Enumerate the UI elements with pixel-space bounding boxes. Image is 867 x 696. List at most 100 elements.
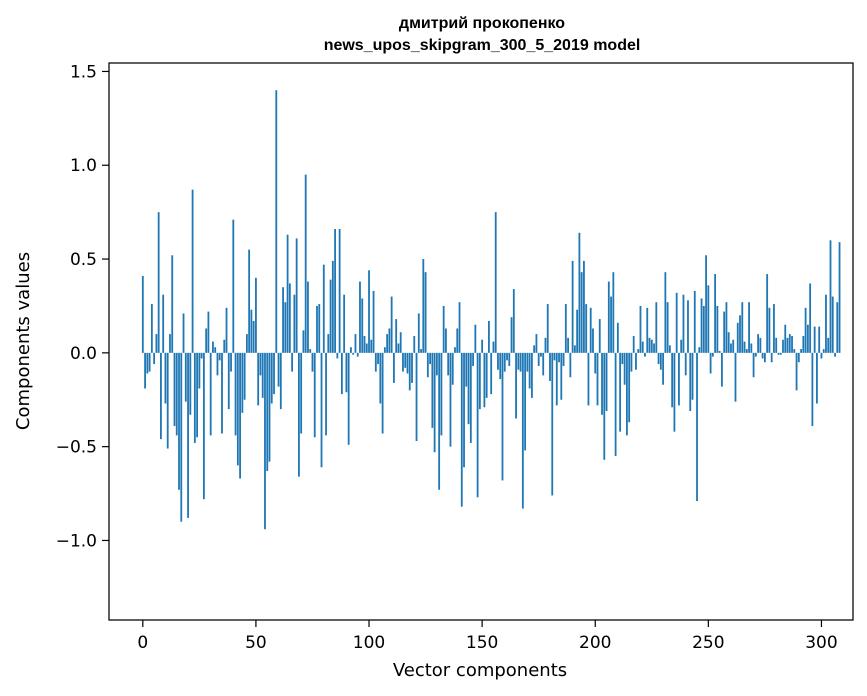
bar-component-236 <box>675 292 678 353</box>
bar-component-181 <box>551 352 554 496</box>
bar-component-260 <box>730 343 732 353</box>
bar-component-142 <box>463 352 465 468</box>
bar-component-41 <box>234 352 237 436</box>
bar-component-80 <box>322 264 325 353</box>
bar-component-228 <box>657 352 660 365</box>
bar-component-17 <box>180 352 183 522</box>
bar-component-140 <box>458 302 461 353</box>
chart-title: дмитрий прокопенко news_upos_skipgram_30… <box>324 15 641 54</box>
bar-component-158 <box>499 352 502 380</box>
bar-component-39 <box>230 352 232 372</box>
bar-component-93 <box>352 352 355 355</box>
bar-component-11 <box>166 352 169 449</box>
bar-component-127 <box>429 352 432 365</box>
bar-component-86 <box>336 352 339 359</box>
bar-component-179 <box>546 304 549 353</box>
bar-component-296 <box>811 352 814 427</box>
bar-component-211 <box>619 352 622 432</box>
bar-component-167 <box>519 352 522 372</box>
bar-component-174 <box>535 334 538 353</box>
bar-component-295 <box>809 283 812 353</box>
bar-component-191 <box>573 345 576 353</box>
bar-component-44 <box>241 352 244 413</box>
bar-component-161 <box>506 352 508 361</box>
bar-component-50 <box>255 277 257 353</box>
y-tick-label: 1.5 <box>70 62 97 82</box>
bar-component-189 <box>569 352 572 378</box>
bar-component-250 <box>707 285 710 353</box>
bar-component-32 <box>214 347 217 353</box>
bar-component-42 <box>236 352 239 466</box>
bar-component-258 <box>725 302 728 353</box>
bar-component-168 <box>521 352 524 509</box>
bar-component-100 <box>368 270 370 353</box>
bar-component-205 <box>605 352 608 412</box>
bar-component-56 <box>268 352 271 462</box>
bar-component-281 <box>777 352 780 355</box>
bar-component-282 <box>779 352 782 355</box>
bar-component-273 <box>759 337 762 353</box>
bar-component-115 <box>402 352 404 372</box>
bar-component-110 <box>390 296 393 353</box>
bar-component-234 <box>671 352 674 408</box>
bar-component-210 <box>616 322 619 353</box>
bar-component-96 <box>359 281 361 353</box>
bar-component-105 <box>379 352 382 404</box>
bar-component-300 <box>820 352 823 359</box>
bar-component-27 <box>202 352 205 500</box>
bar-component-25 <box>198 352 201 389</box>
bar-component-55 <box>266 352 269 472</box>
bar-component-187 <box>564 304 567 353</box>
bar-component-186 <box>562 352 565 366</box>
bar-component-109 <box>388 328 391 353</box>
x-tick-label: 300 <box>805 633 837 653</box>
bar-component-169 <box>524 352 527 451</box>
bar-component-47 <box>248 249 251 353</box>
bar-component-58 <box>273 352 275 395</box>
bar-component-63 <box>284 302 287 353</box>
bar-component-24 <box>196 352 199 438</box>
bar-component-237 <box>678 352 680 406</box>
bar-component-177 <box>542 352 545 376</box>
plot-frame <box>108 62 854 621</box>
bar-component-175 <box>537 352 540 366</box>
bar-component-51 <box>257 352 260 406</box>
bar-component-196 <box>585 304 588 353</box>
bar-component-143 <box>465 352 468 387</box>
bar-component-95 <box>356 352 359 357</box>
bar-component-23 <box>193 352 196 443</box>
bar-component-40 <box>232 219 235 353</box>
x-tick-label: 0 <box>137 633 148 653</box>
bar-component-220 <box>639 305 642 353</box>
bar-component-209 <box>614 352 617 457</box>
bar-component-208 <box>612 272 615 353</box>
bar-component-193 <box>578 232 581 353</box>
bar-component-262 <box>734 352 737 402</box>
bar-component-82 <box>327 334 330 353</box>
bar-component-249 <box>705 255 707 353</box>
y-tick-label: 0.0 <box>70 344 97 364</box>
bar-component-13 <box>171 255 174 353</box>
bar-component-166 <box>517 352 520 370</box>
bar-component-233 <box>668 345 671 353</box>
bar-component-66 <box>291 352 294 372</box>
bar-component-149 <box>478 352 481 410</box>
x-tick-label: 250 <box>692 633 724 653</box>
bar-component-180 <box>549 352 551 381</box>
bar-component-172 <box>530 352 533 398</box>
bar-component-238 <box>680 339 683 353</box>
bar-component-303 <box>827 337 830 353</box>
bar-component-6 <box>155 334 158 353</box>
bar-component-231 <box>664 272 667 353</box>
x-axis: 0 50 100 150 200 250 300 <box>137 620 838 653</box>
bar-component-255 <box>718 350 721 353</box>
bar-component-302 <box>825 294 827 353</box>
bar-component-46 <box>245 334 248 353</box>
bar-component-128 <box>431 352 434 428</box>
bar-component-106 <box>381 352 384 434</box>
bar-component-213 <box>623 352 626 385</box>
bar-component-2 <box>146 352 149 374</box>
bar-component-133 <box>442 305 445 353</box>
bar-component-145 <box>469 352 472 443</box>
bar-component-289 <box>795 352 798 391</box>
